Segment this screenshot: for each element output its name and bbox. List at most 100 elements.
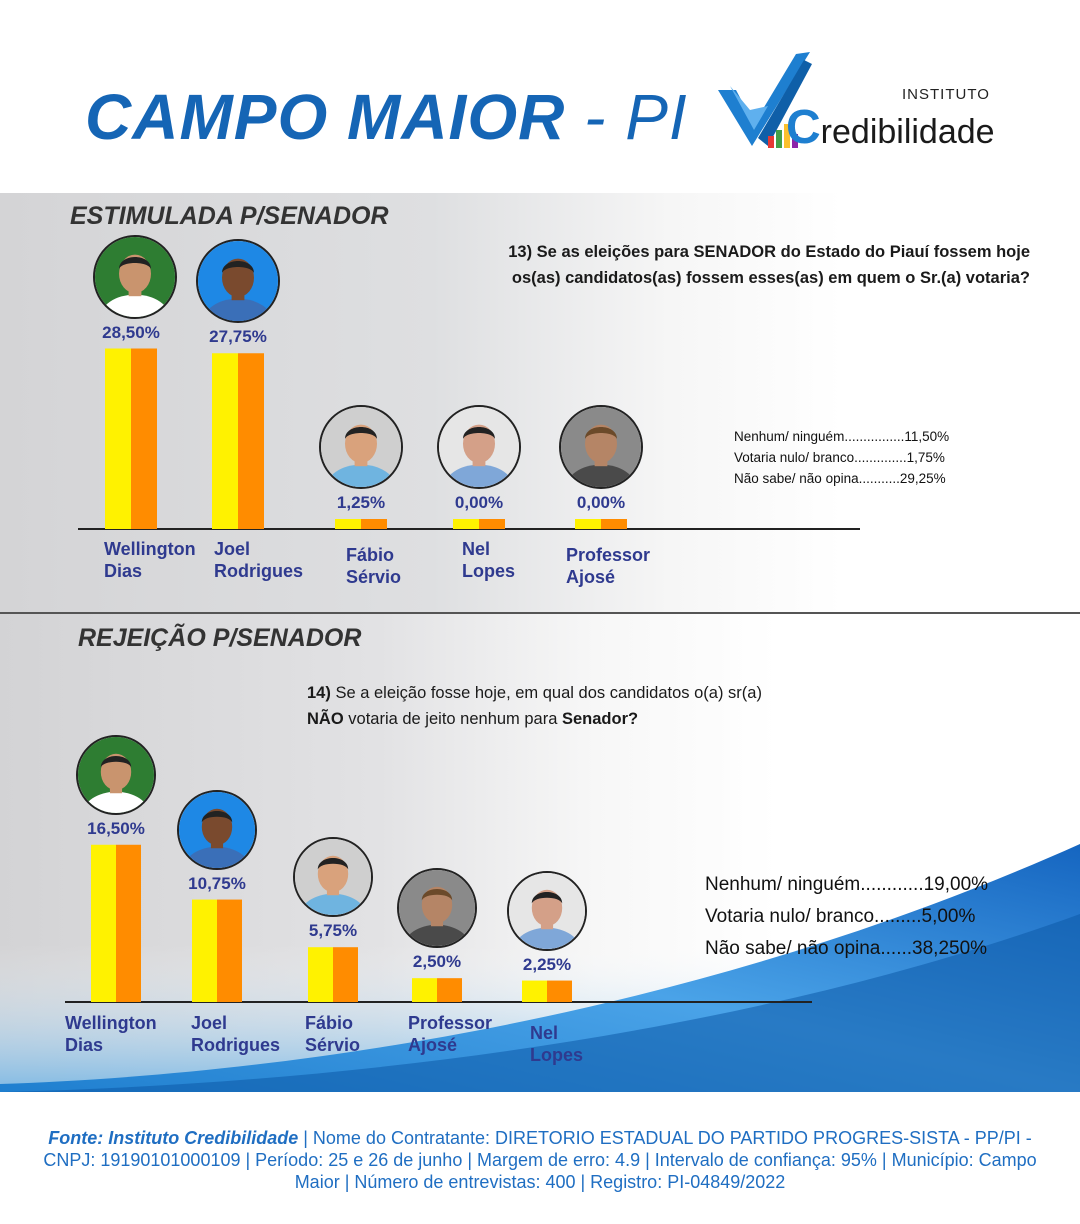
candidate-name-line-2: Lopes xyxy=(462,561,516,581)
chart2-bar-left xyxy=(91,844,116,1002)
candidate-name-line-1: Nel xyxy=(530,1023,559,1043)
section-divider xyxy=(0,612,1080,614)
chart2-candidate-avatar xyxy=(76,734,156,815)
page-title: CAMPO MAIOR - PI xyxy=(85,80,688,154)
chart2-candidate-name: Nel Lopes xyxy=(530,1022,583,1066)
chart2-bar-left xyxy=(522,980,547,1002)
candidate-name-line-1: Joel xyxy=(214,539,251,559)
chart2-bar-left xyxy=(192,899,217,1002)
institute-logo: INSTITUTO Credibilidade xyxy=(712,50,1012,160)
section1-question: 13) Se as eleições para SENADOR do Estad… xyxy=(330,239,1030,291)
blue-wave-decoration xyxy=(0,844,1080,1092)
section2-title: REJEIÇÃO P/SENADOR xyxy=(78,624,362,652)
section1-question-line2: os(as) candidatos(as) fossem esses(as) e… xyxy=(511,269,1030,287)
section2-question: 14) Se a eleição fosse hoje, em qual dos… xyxy=(307,680,867,732)
legend-nenhum: Nenhum/ ninguém................11,50% xyxy=(734,429,950,444)
section2-legend: Nenhum/ ninguém............19,00% Votari… xyxy=(705,869,988,965)
chart2-candidate-avatar xyxy=(507,870,587,951)
chart2-bar xyxy=(91,844,141,1002)
chart2-bar xyxy=(308,947,358,1002)
chart2-bar-left xyxy=(308,947,333,1002)
section2-question-neg: NÃO xyxy=(307,710,344,728)
footer-source: Fonte: Instituto Credibilidade | Nome do… xyxy=(30,1127,1050,1193)
chart1-bar-left xyxy=(212,353,238,529)
chart1-bar-right xyxy=(238,353,264,529)
title-main: CAMPO MAIOR xyxy=(85,81,566,153)
chart1-candidate-name: Professor Ajosé xyxy=(566,544,650,588)
chart2-candidate-name: Professor Ajosé xyxy=(408,1012,492,1056)
section2-question-line1: Se a eleição fosse hoje, em qual dos can… xyxy=(335,684,762,702)
chart1-candidate-avatar xyxy=(319,405,403,489)
chart2-candidate-avatar xyxy=(293,837,373,918)
chart2-candidate-avatar xyxy=(397,868,477,949)
chart1-value-label: 28,50% xyxy=(102,322,160,342)
candidate-name-line-2: Dias xyxy=(65,1035,104,1055)
chart2-value-label: 5,75% xyxy=(308,921,358,941)
footer-text: | Nome do Contratante: DIRETORIO ESTADUA… xyxy=(43,1128,1037,1192)
chart2-value-label: 2,25% xyxy=(522,954,572,974)
section1-question-line1: 13) Se as eleições para SENADOR do Estad… xyxy=(508,243,1030,261)
chart1-candidate-name: Fábio Sérvio xyxy=(346,544,401,588)
logo-instituto-text: INSTITUTO xyxy=(902,86,990,103)
chart2-value-label: 16,50% xyxy=(87,818,145,838)
chart1-bar xyxy=(335,519,387,529)
chart1-candidate-avatar xyxy=(196,239,280,324)
chart1-bar-right xyxy=(479,519,505,529)
chart2-bar-right xyxy=(547,980,572,1002)
chart2-bar xyxy=(192,899,242,1002)
legend-nao-sabe: Não sabe/ não opina...........29,25% xyxy=(734,471,946,486)
chart2-candidate-name: Fábio Sérvio xyxy=(305,1012,360,1056)
chart1-bar-left xyxy=(453,519,479,529)
chart1-candidate-avatar xyxy=(437,405,521,489)
candidate-name-line-2: Ajosé xyxy=(566,567,616,587)
chart2-candidate-name: Joel Rodrigues xyxy=(191,1012,280,1056)
chart1-bar-right xyxy=(361,519,387,529)
candidate-name-line-1: Wellington xyxy=(104,539,196,559)
chart1-value-label: 0,00% xyxy=(576,493,626,512)
chart1-value-label: 0,00% xyxy=(454,493,504,512)
candidate-name-line-2: Rodrigues xyxy=(191,1035,281,1055)
chart2-value-label: 10,75% xyxy=(188,873,246,893)
candidate-name-line-1: Wellington xyxy=(65,1013,157,1033)
chart2-value-label: 2,50% xyxy=(412,952,462,972)
logo-brand-text: Credibilidade xyxy=(786,101,995,154)
candidate-name-line-2: Lopes xyxy=(530,1045,584,1065)
legend2-nenhum: Nenhum/ ninguém............19,00% xyxy=(705,874,989,895)
chart2-bar xyxy=(522,980,572,1002)
chart1-bar-right xyxy=(131,348,157,529)
chart1-bar xyxy=(575,519,627,529)
chart1-value-label: 1,25% xyxy=(336,493,386,512)
chart1-candidate-name: Joel Rodrigues xyxy=(214,538,303,582)
checkmark-logo-icon xyxy=(718,52,812,148)
chart1-bar-left xyxy=(575,519,601,529)
panel-estimulada xyxy=(0,193,1080,613)
candidate-name-line-2: Ajosé xyxy=(408,1035,458,1055)
chart2-bar-right xyxy=(116,844,141,1002)
chart2-bar-right xyxy=(437,978,462,1002)
candidate-name-line-1: Fábio xyxy=(305,1013,353,1033)
chart2-bar xyxy=(412,978,462,1002)
chart1-candidate-name: Wellington Dias xyxy=(104,538,196,582)
chart1-bar-right xyxy=(601,519,627,529)
candidate-name-line-2: Dias xyxy=(104,561,143,581)
chart2-bar-right xyxy=(217,899,242,1002)
candidate-name-line-2: Sérvio xyxy=(346,567,402,587)
footer-source-bold: Fonte: Instituto Credibilidade xyxy=(48,1128,299,1148)
title-suffix: - PI xyxy=(584,81,688,153)
legend2-nulo-branco: Votaria nulo/ branco.........5,00% xyxy=(705,906,976,927)
chart1-bar xyxy=(212,353,264,529)
candidate-name-line-2: Sérvio xyxy=(305,1035,361,1055)
section2-question-end: Senador? xyxy=(562,710,639,728)
chart1-bar-left xyxy=(335,519,361,529)
chart1-bar xyxy=(453,519,505,529)
candidate-name-line-1: Professor xyxy=(566,545,651,565)
chart1-candidate-name: Nel Lopes xyxy=(462,538,515,582)
candidate-name-line-1: Fábio xyxy=(346,545,394,565)
section1-title: ESTIMULADA P/SENADOR xyxy=(70,202,389,230)
chart2-candidate-name: Wellington Dias xyxy=(65,1012,157,1056)
chart1-candidate-avatar xyxy=(93,234,177,319)
chart1-candidate-avatar xyxy=(559,405,643,489)
section2-question-num: 14) xyxy=(307,684,331,702)
chart1-value-label: 27,75% xyxy=(209,327,267,347)
